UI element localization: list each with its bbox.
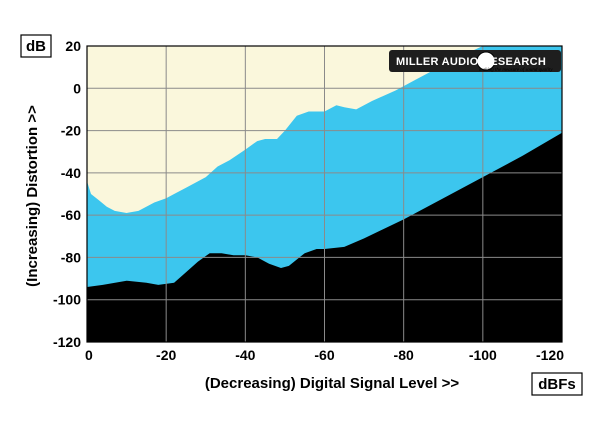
logo-text: MILLER AUDIO RESEARCH — [396, 56, 546, 68]
logo-disc — [476, 51, 496, 71]
brand-logo: MILLER AUDIO RESEARCH making the measure… — [389, 50, 561, 73]
y-tick-label: -60 — [61, 207, 81, 223]
y-tick-label: 0 — [73, 80, 81, 96]
x-tick-label: -60 — [314, 347, 334, 363]
x-axis-title: (Decreasing) Digital Signal Level >> — [205, 375, 459, 392]
logo-tagline: making the measure of sound quality — [479, 68, 553, 73]
x-tick-label: -40 — [235, 347, 255, 363]
y-tick-label: 20 — [65, 38, 81, 54]
y-axis-title: (Increasing) Distortion >> — [24, 105, 41, 287]
y-unit-label: dB — [26, 38, 46, 55]
x-tick-label: -80 — [394, 347, 414, 363]
x-tick-label: 0 — [85, 347, 93, 363]
x-unit-box: dBFs — [531, 372, 583, 396]
y-tick-label: -20 — [61, 123, 81, 139]
y-unit-box: dB — [20, 34, 52, 58]
bottom-region — [87, 132, 562, 342]
x-tick-label: -120 — [536, 347, 564, 363]
y-tick-label: -80 — [61, 249, 81, 265]
y-tick-label: -100 — [53, 292, 81, 308]
plot-border — [86, 45, 563, 343]
logo-badge — [389, 50, 561, 72]
x-tick-label: -100 — [469, 347, 497, 363]
x-unit-label: dBFs — [538, 376, 576, 393]
x-tick-label: -20 — [156, 347, 176, 363]
y-tick-label: -40 — [61, 165, 81, 181]
y-tick-label: -120 — [53, 334, 81, 350]
